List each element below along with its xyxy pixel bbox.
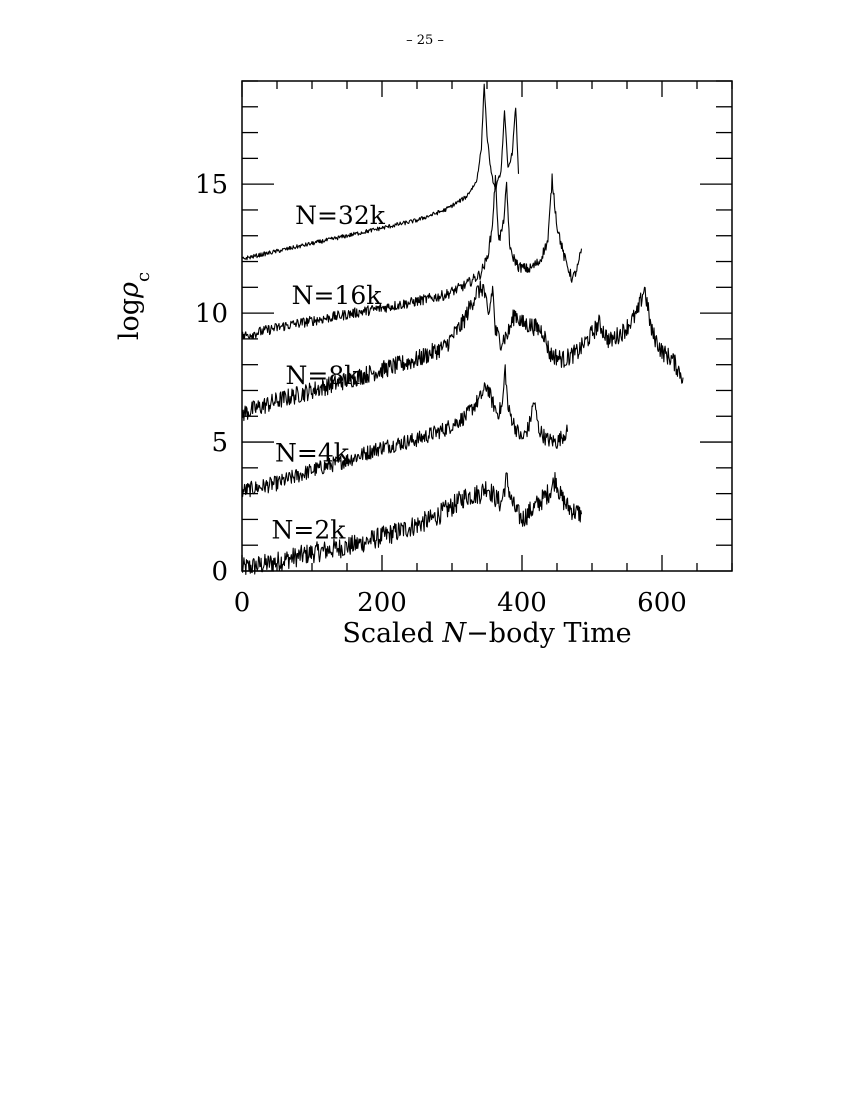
x-tick-label: 400 xyxy=(497,588,547,618)
series-label: N=8k xyxy=(286,361,361,390)
series-line-n-2k xyxy=(241,472,583,576)
series-lines xyxy=(241,83,684,576)
series-label: N=4k xyxy=(275,438,350,467)
series-labels: N=32k N=16k N=8k N=4k N=2k xyxy=(272,201,386,545)
series-label: N=2k xyxy=(272,516,347,545)
y-axis-title: logρc xyxy=(114,272,154,340)
x-tick-label: 200 xyxy=(357,588,407,618)
plot-frame xyxy=(241,80,733,572)
y-tick-label: 15 xyxy=(195,170,228,200)
series-line-n-8k xyxy=(241,280,684,422)
series-line-n-16k xyxy=(241,173,583,340)
series-line-n-32k xyxy=(241,83,520,261)
axis-text: 0 200 400 600 0 5 10 15 Scaled N−body Time logρc xyxy=(114,170,687,649)
series-line-n-4k xyxy=(241,364,569,498)
y-tick-label: 10 xyxy=(195,299,228,329)
plot-frame-rect xyxy=(241,80,733,572)
series-label: N=16k xyxy=(292,281,383,310)
y-tick-label: 5 xyxy=(211,428,228,458)
page-number: – 25 – xyxy=(406,33,444,48)
axis-ticks xyxy=(241,80,733,572)
x-tick-label: 600 xyxy=(637,588,687,618)
x-axis-title: Scaled N−body Time xyxy=(342,618,631,649)
y-tick-label: 0 xyxy=(211,557,228,587)
x-tick-label: 0 xyxy=(234,588,251,618)
series-label: N=32k xyxy=(295,201,386,230)
